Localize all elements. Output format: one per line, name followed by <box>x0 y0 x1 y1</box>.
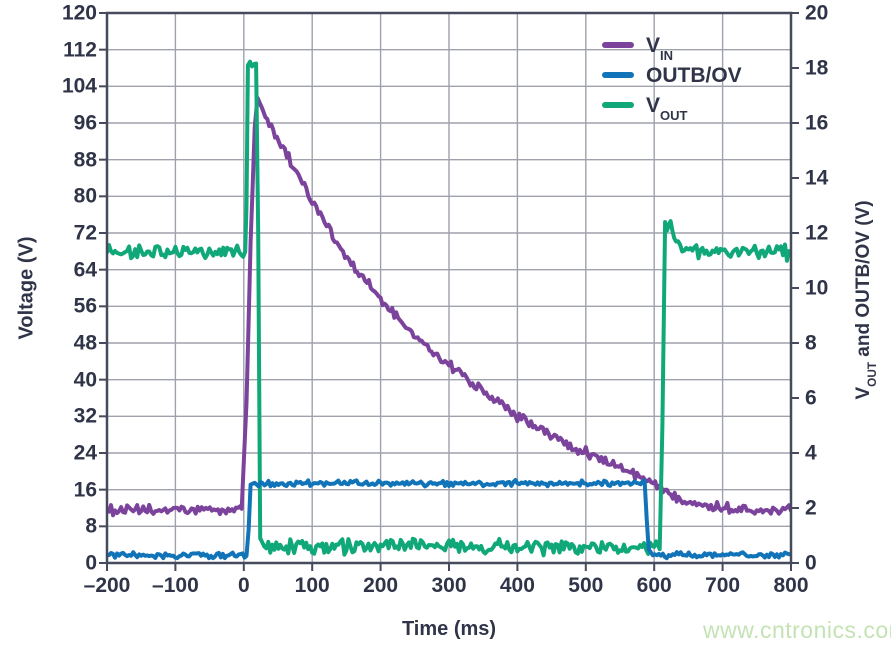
legend-swatch <box>602 102 634 108</box>
x-tick-label: 300 <box>431 574 467 597</box>
left-tick-label: 96 <box>73 111 97 135</box>
right-tick-label: 0 <box>805 551 817 575</box>
left-tick-label: 104 <box>61 74 97 98</box>
x-tick-label: 0 <box>237 574 250 597</box>
legend-item: VIN <box>602 30 742 63</box>
left-tick-label: 32 <box>73 404 97 428</box>
x-axis-title: Time (ms) <box>401 618 497 640</box>
x-tick-label: 800 <box>773 574 809 597</box>
legend-label: VIN <box>646 33 674 63</box>
left-tick-label: 120 <box>61 1 97 25</box>
legend-label: VOUT <box>646 93 688 123</box>
left-tick-label: 88 <box>73 148 97 172</box>
watermark: www.cntronics.com <box>703 617 891 643</box>
left-tick-label: 48 <box>73 331 97 355</box>
right-tick-label: 6 <box>805 386 817 410</box>
left-tick-label: 112 <box>63 38 97 62</box>
right-tick-label: 10 <box>805 276 829 300</box>
x-tick-label: –100 <box>152 574 199 597</box>
legend-item: VOUT <box>602 90 742 123</box>
left-axis-title: Voltage (V) <box>15 236 38 340</box>
right-tick-label: 2 <box>805 496 817 520</box>
trace-vin <box>107 95 791 518</box>
x-tick-label: 400 <box>499 574 535 597</box>
left-tick-label: 8 <box>85 514 97 538</box>
x-tick-label: 600 <box>636 574 672 597</box>
x-tick-label: –200 <box>83 574 131 597</box>
left-tick-label: 40 <box>73 368 97 392</box>
x-tick-label: 700 <box>705 574 741 597</box>
right-tick-label: 8 <box>805 331 817 355</box>
right-axis-title: VOUT and OUTB/OV (V) <box>853 200 880 400</box>
right-tick-label: 16 <box>805 111 829 135</box>
right-tick-label: 4 <box>805 441 817 465</box>
legend: VIN OUTB/OV VOUT <box>602 30 742 123</box>
left-tick-label: 0 <box>85 551 97 575</box>
left-tick-label: 24 <box>73 441 97 465</box>
left-tick-label: 16 <box>73 478 97 502</box>
left-tick-label: 80 <box>73 184 97 208</box>
legend-swatch <box>602 42 634 48</box>
left-tick-label: 64 <box>73 258 97 282</box>
trace-outbov <box>107 478 791 561</box>
legend-item: OUTB/OV <box>602 60 742 90</box>
right-tick-label: 20 <box>805 1 829 25</box>
x-tick-label: 100 <box>294 574 330 597</box>
legend-label: OUTB/OV <box>646 63 742 87</box>
legend-swatch <box>602 72 634 78</box>
right-tick-label: 18 <box>805 56 829 80</box>
left-tick-label: 56 <box>73 294 97 318</box>
left-tick-label: 72 <box>73 221 97 245</box>
right-tick-label: 14 <box>805 166 829 190</box>
trace-vout <box>107 59 791 558</box>
right-tick-label: 12 <box>805 221 829 245</box>
x-tick-label: 500 <box>568 574 604 597</box>
x-tick-label: 200 <box>363 574 399 597</box>
